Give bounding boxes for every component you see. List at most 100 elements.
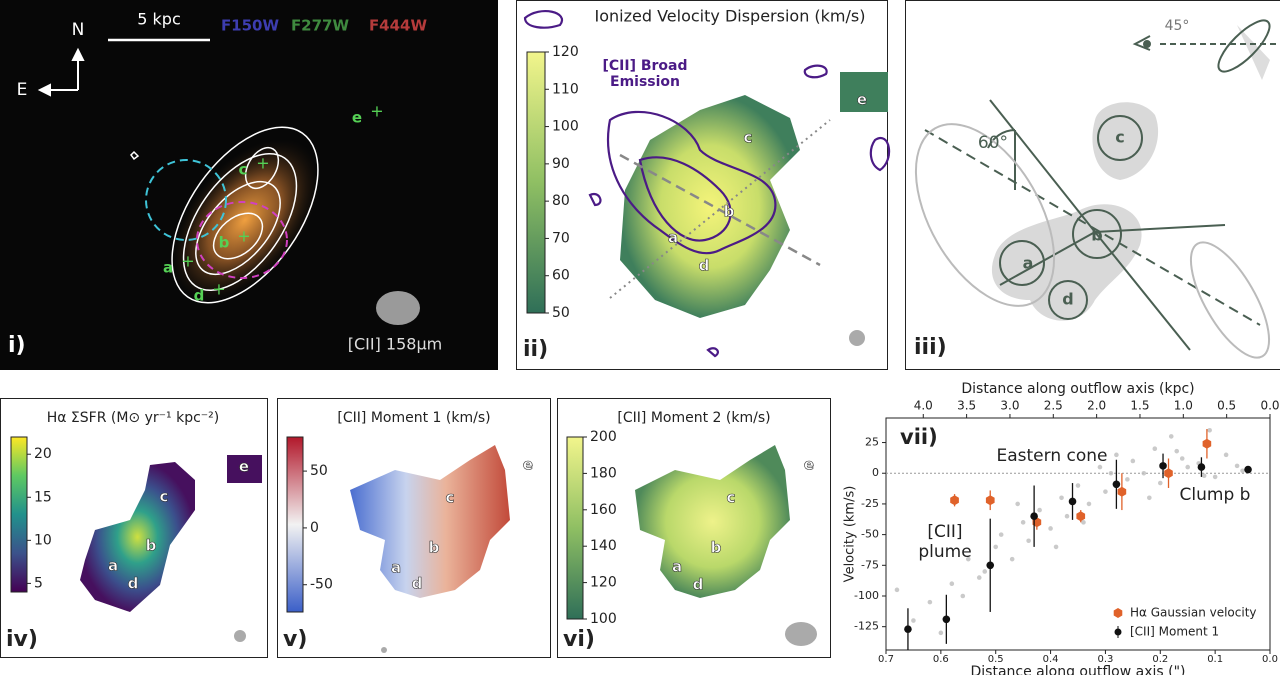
clump-marker: + (256, 154, 269, 173)
clump-label: b (146, 537, 157, 555)
y-tick-label: 25 (865, 436, 879, 449)
panel-label: v) (283, 627, 307, 652)
plot-area (885, 417, 1271, 651)
annotation: Eastern cone (997, 446, 1108, 466)
point (1168, 434, 1174, 439)
panel-label: iii) (914, 335, 947, 360)
colorbar-tick-label: 80 (552, 193, 570, 209)
panel-label: vi) (563, 627, 595, 652)
panel-label: iv) (6, 627, 38, 652)
point (1201, 473, 1207, 478)
colorbar (526, 51, 546, 314)
point (1159, 462, 1167, 470)
point (927, 599, 933, 605)
panel-title: Hα ΣSFR (M⊙ yr⁻¹ kpc⁻²) (47, 410, 220, 426)
colorbar-tick-label: 10 (34, 532, 52, 548)
x-tick-label: 0.1 (1207, 654, 1223, 665)
x2-tick-label: 1.0 (1174, 399, 1193, 413)
point (960, 593, 966, 599)
clump-label: a (668, 229, 678, 247)
clump-label: e (239, 458, 249, 476)
legend-label: Hα Gaussian velocity (1130, 606, 1257, 620)
y-tick-label: -125 (854, 620, 879, 633)
cone-rim (1189, 241, 1271, 359)
x2-tick-label: 2.5 (1044, 399, 1063, 413)
x-tick-label: 0.4 (1043, 654, 1059, 665)
x-axis-label: Distance along outflow axis (") (971, 664, 1186, 675)
colorbar-tick-label: 0 (310, 520, 319, 536)
point (1108, 470, 1114, 476)
point (1234, 463, 1240, 469)
colorbar-tick-label: 20 (34, 446, 52, 462)
y-axis-label: Velocity (km/s) (843, 486, 858, 583)
point (1015, 501, 1020, 507)
y-tick-label: -50 (861, 528, 879, 541)
clump-label: c (1115, 128, 1124, 147)
point (950, 495, 959, 506)
point (1141, 470, 1147, 476)
point (1157, 480, 1163, 486)
x2-tick-label: 3.0 (1000, 399, 1019, 413)
point (1202, 438, 1212, 449)
point (965, 556, 971, 562)
y-tick-label: -100 (854, 589, 879, 602)
point (1064, 513, 1070, 519)
point (1125, 477, 1130, 482)
dispersion-map-e (840, 72, 888, 112)
point (1103, 489, 1108, 494)
galaxy-emission (170, 139, 320, 301)
colorbar (286, 436, 304, 613)
beam (849, 330, 865, 346)
clump-label: a (391, 559, 401, 577)
compass (37, 47, 85, 97)
point (938, 630, 944, 636)
colorbar-tick-label: 90 (552, 156, 570, 172)
annotation: [CII] plume (918, 522, 972, 562)
panel-iii-frame (905, 0, 1280, 370)
y-tick-label: -75 (861, 558, 879, 571)
dispersion-map (620, 95, 800, 318)
colorbar-tick-label: 60 (552, 268, 570, 284)
clump-label: d (412, 575, 423, 593)
filter-label: F277W (291, 17, 350, 35)
point (986, 561, 995, 570)
point (998, 532, 1004, 537)
point (1086, 501, 1092, 507)
colorbar-tick-label: 70 (552, 230, 570, 246)
colorbar (566, 436, 584, 620)
point (993, 544, 999, 550)
scale-label: 5 kpc (137, 10, 180, 29)
colorbar-tick-label: 180 (590, 465, 617, 481)
x-tick-label: 0.5 (988, 654, 1004, 665)
point (1112, 480, 1121, 489)
point (1048, 526, 1053, 531)
broad-contours (523, 10, 891, 358)
x-tick-label: 0.0 (1262, 654, 1278, 665)
panel-title: [CII] Moment 1 (km/s) (337, 410, 490, 426)
point (985, 495, 995, 506)
point (1068, 497, 1077, 506)
panel-label: i) (8, 333, 26, 358)
clump-marker: + (370, 102, 383, 121)
axis-line (609, 119, 831, 299)
x2-tick-label: 1.5 (1130, 399, 1149, 413)
x-tick-label: 0.7 (878, 654, 894, 665)
clump-label: e (523, 456, 533, 474)
clump-label: a (163, 259, 173, 277)
point (1059, 495, 1064, 501)
y-tick-label: 0 (872, 466, 879, 479)
point (1197, 463, 1206, 471)
colorbar-tick-label: 5 (34, 575, 43, 591)
x-tick-label: 0.6 (933, 654, 949, 665)
point (1026, 538, 1031, 544)
clump-regions (991, 102, 1159, 321)
clump-label: b (429, 539, 440, 557)
clump-marker: + (212, 280, 225, 299)
x-tick-label: 0.3 (1097, 654, 1113, 665)
x2-tick-label: 0.5 (1217, 399, 1236, 413)
point (1164, 468, 1173, 479)
panel-label: ii) (523, 337, 548, 362)
point (1009, 556, 1015, 562)
panel-label: vii) (900, 425, 938, 449)
point (1223, 452, 1229, 458)
